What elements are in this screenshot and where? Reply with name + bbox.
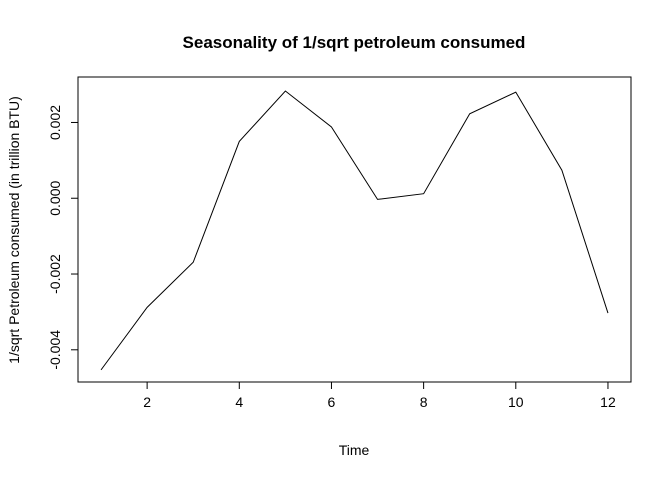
x-tick-label: 6: [328, 394, 336, 410]
y-tick-label: -0.004: [47, 330, 63, 370]
y-tick-label: 0.000: [47, 181, 63, 216]
y-axis-label: 1/sqrt Petroleum consumed (in trillion B…: [6, 96, 22, 364]
series-group: [100, 90, 609, 371]
plot-box: [77, 76, 632, 383]
x-axis-label: Time: [339, 442, 370, 458]
y-axis: -0.004 -0.002 0.000 0.002: [47, 105, 78, 370]
y-tick-label: 0.002: [47, 105, 63, 140]
x-tick-label: 4: [235, 394, 243, 410]
y-tick-label: -0.002: [47, 254, 63, 294]
x-tick-label: 12: [600, 394, 616, 410]
chart-title: Seasonality of 1/sqrt petroleum consumed: [183, 33, 526, 52]
x-tick-label: 8: [420, 394, 428, 410]
x-tick-label: 2: [143, 394, 151, 410]
x-axis: 2 4 6 8 10 12: [143, 382, 616, 410]
x-tick-label: 10: [508, 394, 524, 410]
series-line-0: [100, 90, 609, 371]
